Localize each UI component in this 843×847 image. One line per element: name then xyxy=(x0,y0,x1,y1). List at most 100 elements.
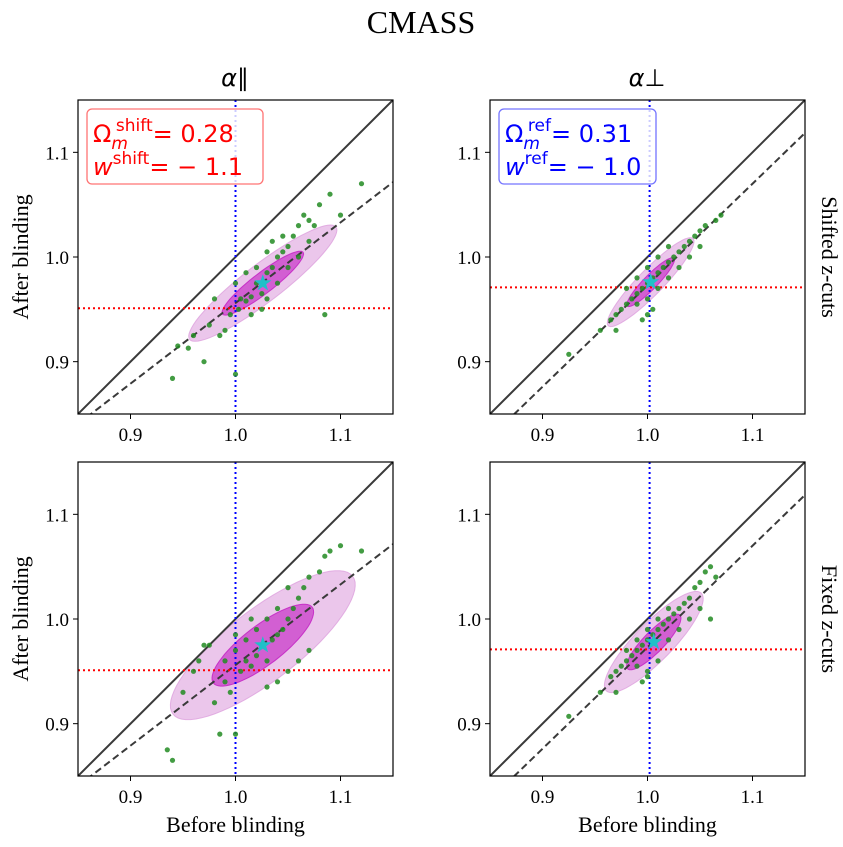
data-point xyxy=(295,595,302,601)
w-value: = − 1.0 xyxy=(548,153,642,181)
x-tick-label: 1.1 xyxy=(329,425,353,446)
data-point xyxy=(290,233,296,239)
data-point xyxy=(201,359,207,365)
data-point xyxy=(665,275,672,281)
data-point xyxy=(243,298,249,304)
x-tick-label: 0.9 xyxy=(531,425,555,446)
data-point xyxy=(713,217,719,223)
w-symbol: w xyxy=(93,153,113,181)
data-point xyxy=(613,312,619,318)
data-point xyxy=(634,291,640,297)
data-point xyxy=(295,223,302,229)
data-point xyxy=(634,275,640,281)
data-point xyxy=(655,658,661,664)
data-point xyxy=(180,689,186,695)
column-title-alpha-perp: α⊥ xyxy=(629,64,666,92)
data-point xyxy=(169,375,176,381)
data-point xyxy=(190,332,197,339)
x-tick-label: 0.9 xyxy=(119,787,143,808)
data-point xyxy=(634,637,640,643)
data-point xyxy=(248,312,254,318)
data-point xyxy=(655,626,661,633)
plot-area xyxy=(78,462,393,776)
x-tick-label: 1.0 xyxy=(636,787,660,808)
data-point xyxy=(613,668,619,674)
data-point xyxy=(671,254,677,260)
plot-area xyxy=(490,462,805,776)
data-point xyxy=(306,647,312,654)
data-point xyxy=(222,658,228,664)
plot-area xyxy=(78,100,393,414)
data-point xyxy=(634,647,640,654)
data-point xyxy=(274,679,281,685)
x-tick-label: 1.1 xyxy=(741,787,765,808)
data-point xyxy=(306,574,312,580)
row-label-1: Fixed z-cuts xyxy=(817,565,842,673)
data-point xyxy=(697,579,703,586)
plot-area xyxy=(490,100,805,414)
omega-symbol: Ω xyxy=(93,120,111,148)
data-point xyxy=(316,569,323,575)
data-point xyxy=(280,626,286,633)
y-tick-label: 1.1 xyxy=(45,505,69,526)
panel-alpha_perp_fixed: 0.9 1.0 1.1 0.9 1.0 1.1 Before blinding xyxy=(457,461,806,837)
data-point xyxy=(206,642,212,648)
data-point xyxy=(211,296,218,302)
omega-superscript: ref xyxy=(528,116,552,136)
figure-title: CMASS xyxy=(367,4,476,40)
legend-w-line: wref= − 1.0 xyxy=(505,149,641,181)
data-point xyxy=(206,322,212,328)
data-point xyxy=(301,212,307,218)
data-point xyxy=(597,327,603,333)
data-point xyxy=(248,663,254,669)
data-point xyxy=(665,259,672,265)
y-tick-label: 0.9 xyxy=(45,715,69,736)
data-point xyxy=(671,611,677,617)
data-point xyxy=(639,679,645,685)
data-point xyxy=(713,574,719,580)
data-point xyxy=(644,296,651,302)
data-point xyxy=(358,181,365,187)
data-point xyxy=(660,264,666,271)
data-point xyxy=(280,249,286,255)
data-point xyxy=(169,757,176,763)
data-point xyxy=(301,585,307,591)
data-point xyxy=(692,233,698,239)
legend-omega-line: Ωmshift= 0.28 xyxy=(93,116,234,154)
data-point xyxy=(718,212,724,218)
data-point xyxy=(644,264,651,271)
data-point xyxy=(618,306,624,312)
w-superscript: shift xyxy=(113,149,150,169)
x-tick-label: 1.0 xyxy=(224,425,248,446)
x-tick-label: 0.9 xyxy=(119,425,143,446)
data-point xyxy=(269,637,275,643)
data-point xyxy=(697,243,703,250)
data-point xyxy=(232,371,239,377)
data-point xyxy=(655,285,661,291)
data-point xyxy=(644,668,651,674)
data-point xyxy=(175,343,181,349)
data-point xyxy=(190,668,197,674)
data-point xyxy=(306,238,312,244)
w-symbol: w xyxy=(505,153,525,181)
data-point xyxy=(232,647,239,654)
fit-line xyxy=(512,494,805,776)
legend-w-line: wshift= − 1.1 xyxy=(93,149,243,181)
data-point xyxy=(655,616,661,622)
data-point xyxy=(269,264,275,271)
data-point xyxy=(248,616,254,622)
omega-superscript: shift xyxy=(116,116,153,136)
data-point xyxy=(608,317,614,323)
data-point xyxy=(253,626,260,633)
y-tick-label: 1.1 xyxy=(45,143,69,164)
data-point xyxy=(665,243,672,250)
data-point xyxy=(676,605,682,612)
data-point xyxy=(196,658,202,664)
data-point xyxy=(634,301,640,307)
data-point xyxy=(566,713,572,719)
fit-line xyxy=(512,132,805,414)
data-point xyxy=(211,700,218,706)
data-point xyxy=(686,254,693,260)
data-point xyxy=(274,605,281,612)
